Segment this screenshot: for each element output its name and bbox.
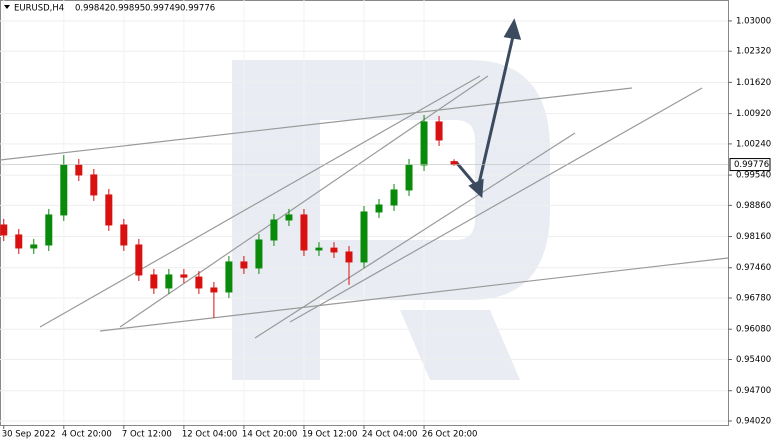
y-tick-label: 1.00920 [736, 109, 771, 119]
candle-body [30, 244, 38, 249]
trend-line [289, 87, 703, 323]
x-tick-label: 7 Oct 12:00 [122, 430, 172, 440]
candle-body [405, 164, 413, 191]
candle-body [195, 276, 203, 289]
x-tick-label: 4 Oct 20:00 [62, 430, 112, 440]
candle-body [225, 261, 233, 293]
y-tick-label: 0.98860 [736, 201, 771, 211]
trend-line [39, 75, 481, 328]
candle-body [390, 189, 398, 206]
candle-body [450, 161, 458, 166]
candle-body [135, 244, 143, 276]
candle-body [45, 214, 53, 246]
price-badge-label: 0.99776 [734, 160, 769, 170]
candle-body [360, 211, 368, 263]
y-tick-label: 0.94020 [736, 416, 771, 426]
price-badge [729, 158, 771, 172]
candle-body [240, 261, 248, 269]
low-value: 0.99749 [145, 4, 180, 14]
open-value: 0.99842 [75, 4, 110, 14]
menu-icon [4, 5, 10, 9]
candle-body [330, 247, 338, 253]
y-tick-label: 0.96080 [736, 325, 771, 335]
candle-body [180, 274, 188, 278]
candle-body [300, 214, 308, 251]
header: EURUSD,H4 0.99842 0.99895 0.99749 0.9977… [4, 4, 215, 14]
candle-body [315, 247, 323, 251]
trend-line [99, 257, 729, 332]
candle-body [345, 251, 353, 263]
trend-line [254, 132, 576, 339]
candle-body [0, 224, 8, 236]
y-tick-label: 0.95400 [736, 355, 771, 365]
candle-body [75, 164, 83, 176]
candle-body [375, 204, 383, 213]
high-value: 0.99895 [110, 4, 145, 14]
forecast-arrows [454, 18, 522, 199]
x-tick-label: 19 Oct 12:00 [302, 430, 357, 440]
arrow-head [503, 18, 522, 40]
arrow-head [468, 178, 484, 199]
y-tick-label: 1.01620 [736, 78, 771, 88]
trend-line [119, 75, 489, 328]
x-tick-label: 30 Sep 2022 [2, 430, 56, 440]
candle-body [435, 121, 443, 141]
y-tick-label: 0.94700 [736, 386, 771, 396]
y-tick-label: 0.96780 [736, 294, 771, 304]
candle-body [285, 214, 293, 221]
candle-body [270, 219, 278, 241]
candle-body [105, 194, 113, 226]
y-tick-label: 0.98160 [736, 232, 771, 242]
candle-body [90, 174, 98, 196]
symbol: EURUSD,H4 [14, 4, 64, 14]
candle-body [255, 239, 263, 269]
candle-body [120, 224, 128, 246]
candle-body [420, 121, 428, 166]
candle-body [210, 287, 218, 293]
x-tick-label: 14 Oct 20:00 [242, 430, 297, 440]
trend-line [0, 87, 633, 161]
y-tick-label: 1.00240 [736, 139, 771, 149]
x-tick-label: 12 Oct 04:00 [182, 430, 237, 440]
y-tick-label: 1.02320 [736, 47, 771, 57]
y-tick-label: 0.99540 [736, 171, 771, 181]
candle-body [165, 274, 173, 289]
x-tick-label: 24 Oct 04:00 [362, 430, 417, 440]
y-tick-label: 1.03000 [736, 16, 771, 26]
watermark [232, 60, 550, 380]
candle-body [150, 274, 158, 289]
y-tick-label: 0.97460 [736, 263, 771, 273]
close-value: 0.99776 [180, 4, 215, 14]
x-tick-label: 26 Oct 20:00 [422, 430, 477, 440]
candle-body [15, 234, 23, 249]
trend-lines [0, 75, 729, 339]
candle-body [60, 164, 68, 216]
